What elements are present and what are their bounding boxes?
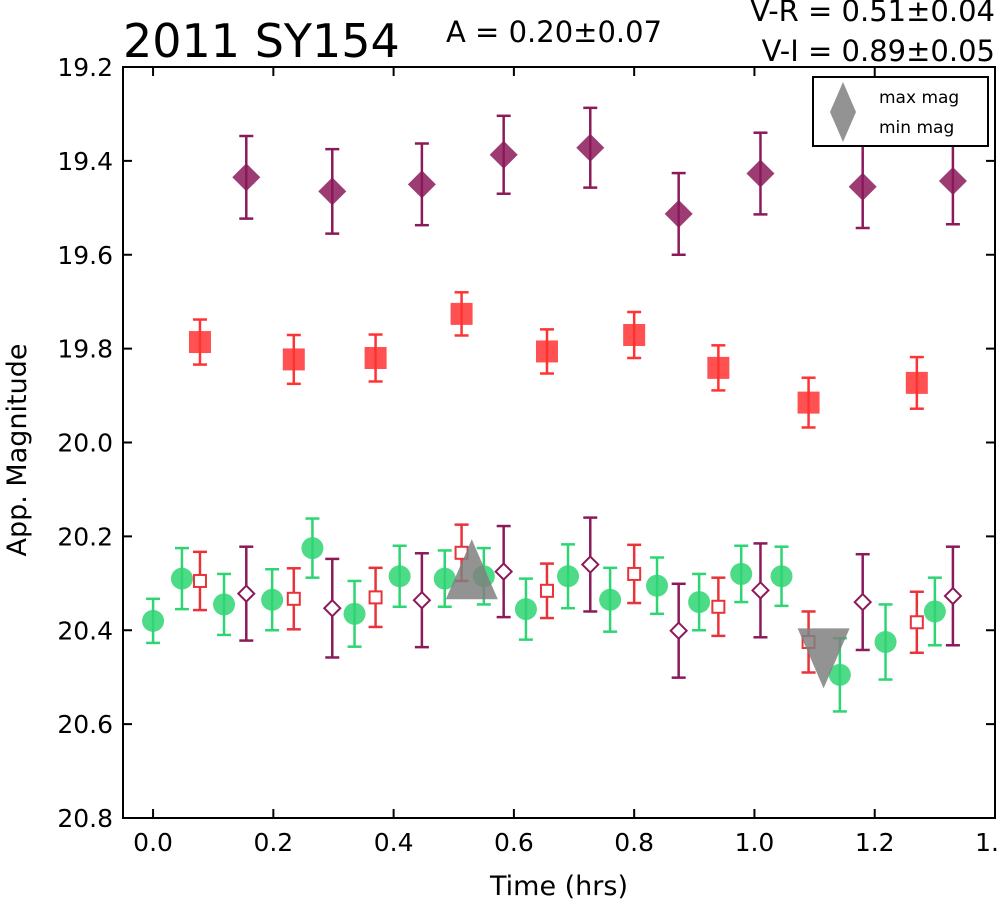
x-tick-label: 0.0 [133,828,173,857]
data-point-diamond [853,592,873,612]
y-tick-label: 19.8 [57,335,113,364]
data-point-square [450,302,473,325]
data-point-square [282,348,305,371]
chart-title: 2011 SY154 [123,14,400,68]
data-point-square [627,566,642,581]
data-point-diamond [938,167,967,196]
y-tick-label: 20.4 [57,616,113,645]
data-point-circle [301,537,324,560]
data-point-square [707,356,730,379]
data-point-circle [874,630,897,653]
plot-area [142,106,967,713]
x-tick-label: 1.4 [975,828,1000,857]
data-point-square [286,591,301,606]
data-point-square [797,391,820,414]
data-point-diamond [580,555,600,574]
data-point-diamond [412,590,432,610]
y-axis-label: App. Magnitude [2,344,33,557]
data-point-circle [261,588,284,611]
legend-max-mag-icon [830,82,856,112]
x-tick-label: 0.2 [253,828,293,857]
data-point-circle [213,593,236,616]
data-point-square [539,583,554,598]
x-tick-label: 0.8 [614,828,654,857]
data-point-diamond [576,133,605,162]
y-tick-label: 20.6 [57,710,113,739]
y-tick-label: 19.2 [57,53,113,82]
data-point-square [909,615,924,630]
data-point-diamond [848,172,877,201]
x-tick-label: 1.2 [855,828,895,857]
legend-label: max mag [879,88,959,108]
y-tick-label: 20.0 [57,429,113,458]
data-point-diamond [489,140,518,169]
data-point-circle [343,602,366,625]
data-point-diamond [318,177,347,206]
y-tick-label: 20.2 [57,522,113,551]
data-point-circle [514,598,537,621]
data-point-circle [828,663,851,686]
min-mag-marker [797,628,850,689]
data-point-diamond [751,580,770,600]
y-tick-label: 19.4 [57,147,113,176]
data-point-square [192,573,207,588]
data-point-circle [646,574,669,597]
data-point-square [368,590,383,605]
color-vi-label: V-I = 0.89±0.05 [762,34,995,68]
data-point-diamond [494,562,514,581]
data-point-circle [142,609,165,632]
data-point-circle [770,565,793,588]
data-point-square [188,331,211,354]
data-point-diamond [669,621,689,641]
data-point-circle [557,565,580,588]
data-point-square [623,324,646,347]
data-point-circle [688,591,711,614]
data-point-circle [599,588,622,611]
data-point-diamond [664,199,693,228]
data-point-diamond [232,163,261,192]
amplitude-label: A = 0.20±0.07 [446,15,662,49]
x-axis-label: Time (hrs) [489,871,628,901]
data-point-diamond [746,159,775,188]
data-point-circle [388,565,411,588]
y-tick-label: 20.8 [57,804,113,833]
data-point-square [364,347,387,370]
data-point-circle [170,567,193,590]
max-mag-marker [445,539,498,600]
x-tick-label: 0.6 [494,828,534,857]
legend-label: min mag [879,118,954,138]
data-point-circle [433,567,456,590]
x-tick-label: 0.4 [374,828,414,857]
data-point-square [711,599,726,614]
x-tick-label: 1.0 [735,828,775,857]
color-vr-label: V-R = 0.51±0.04 [750,0,995,28]
data-point-square [905,371,928,394]
y-tick-label: 19.6 [57,241,113,270]
axes: 0.0 0.2 0.4 0.6 0.8 1.0 1.2 1.4 19.2 19.4 19.6 19.8… [57,53,1000,857]
data-point-square [535,340,558,363]
data-point-circle [730,562,753,585]
data-point-diamond [322,598,342,618]
data-point-circle [923,600,946,623]
data-point-diamond [236,584,256,604]
data-point-diamond [943,586,963,606]
legend: max mag min mag [812,76,989,147]
data-point-diamond [407,170,436,199]
legend-min-mag-icon [830,112,856,142]
